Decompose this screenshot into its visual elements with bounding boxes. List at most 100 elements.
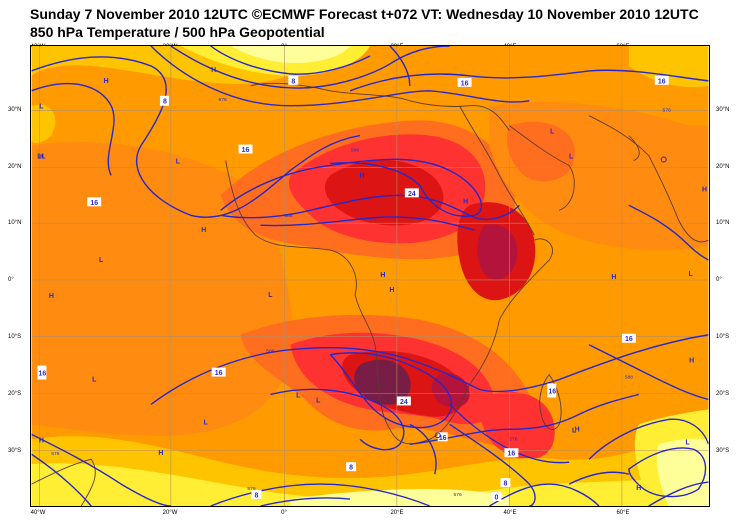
pressure-label-low: L (569, 154, 574, 161)
isotherm-label-text: 16 (658, 78, 666, 85)
isotherm-label-2: 8 (288, 75, 299, 85)
temp-field-horn-hottest (477, 224, 518, 280)
isotherm-label-1: 16 (457, 77, 472, 87)
pressure-labels: H H H H H H H H H H H H H H H H L L L L … (37, 67, 707, 492)
contour-value-label: 588 (266, 349, 275, 355)
temp-field-south-hottest (431, 373, 470, 408)
isotherm-label-text: 16 (90, 200, 98, 207)
lat-tick-left-0: 0° (8, 277, 14, 283)
isotherm-label-9: 16 (37, 365, 46, 380)
temp-field-south-cool (31, 463, 709, 506)
temp-field-south-coldest (290, 489, 510, 506)
isotherm-label-text: 8 (503, 481, 507, 488)
isotherm-label-text: 16 (242, 147, 250, 154)
pressure-label-low: L (92, 377, 97, 384)
isotherm-label-text: 16 (215, 370, 223, 377)
pressure-label-low: L (685, 439, 690, 446)
contour-value-label: 576 (663, 108, 672, 114)
pressure-label-high: H (702, 186, 707, 193)
chart-title: Sunday 7 November 2010 12UTC ©ECMWF Fore… (30, 6, 699, 22)
pressure-label-low: L (204, 419, 209, 426)
center-markers (434, 156, 667, 439)
lat-tick-right-0: 0° (716, 277, 722, 283)
isotherm-label-text: 16 (461, 80, 469, 87)
isotherm-label-11: 24 (396, 396, 411, 406)
temp-field-atlantic-warm (31, 141, 293, 436)
isotherm-label-15: 8 (500, 478, 511, 488)
pressure-label-high: H (211, 67, 216, 74)
lat-tick-left-10s: 10°S (8, 334, 22, 340)
pressure-label-high: H (463, 198, 468, 205)
center-marker (660, 156, 667, 163)
isotherm-label-3: 16 (654, 75, 669, 85)
lon-tick-bottom-20w: 20°W (162, 510, 178, 516)
isotherm-label-text: 0 (495, 495, 499, 502)
pressure-label-high: H (380, 272, 385, 279)
contour-value-label: 576 (218, 97, 227, 103)
pressure-label-high: H (104, 78, 109, 85)
lat-tick-left-10n: 10°N (8, 220, 22, 226)
contour-value-label: 576 (453, 492, 462, 498)
pressure-label-low: L (41, 154, 46, 161)
temp-field-sahara-hotter (324, 159, 444, 226)
lon-tick-bottom-40w: 40°W (30, 510, 46, 516)
pressure-label-low: L (268, 292, 273, 299)
temp-field-atlantic-mild (31, 104, 56, 143)
lat-tick-left-30n: 30°N (8, 107, 22, 113)
isotherm-label-5: 16 (87, 197, 102, 207)
temp-field-indian-coldest (656, 438, 709, 506)
pressure-label-low: L (99, 257, 104, 264)
pressure-label-low: L (550, 129, 555, 136)
isotherm-label-7: 16 (621, 333, 636, 343)
isotherm-label-12: 16 (504, 448, 519, 458)
lat-tick-left-30s: 30°S (8, 448, 22, 454)
isotherm-label-18: 8 (159, 95, 169, 106)
lat-tick-right-10n: 10°N (716, 220, 730, 226)
isotherm-label-13: 16 (437, 432, 448, 442)
lat-tick-right-30s: 30°S (716, 448, 730, 454)
pressure-label-low: L (176, 158, 181, 165)
pressure-label-low: L (37, 154, 42, 161)
isotherm-label-17: 0 (491, 492, 502, 502)
graticule (31, 46, 709, 506)
lon-tick-bottom-20e: 20°E (390, 510, 404, 516)
isotherm-label-4: 16 (238, 144, 253, 154)
contour-value-labels: 576 588 588 576 576 576 588 588 576 576 (51, 97, 671, 498)
isotherm-label-text: 24 (408, 191, 416, 198)
coastlines (31, 82, 709, 506)
pressure-label-high: H (360, 172, 365, 179)
temp-field-mozambique-hot (480, 391, 555, 460)
lon-tick-bottom-0: 0° (281, 510, 287, 516)
temp-field-asia-mild (628, 46, 709, 88)
contour-value-label: 576 (247, 486, 256, 492)
isotherm-label-14: 8 (346, 462, 357, 472)
chart-subtitle: 850 hPa Temperature / 500 hPa Geopotenti… (30, 24, 325, 40)
pressure-label-high: H (201, 227, 206, 234)
pressure-label-low: L (688, 271, 693, 278)
pressure-label-low: L (316, 397, 321, 404)
isotherm-label-text: 16 (439, 435, 447, 442)
lat-tick-right-10s: 10°S (716, 334, 730, 340)
lat-tick-right-20n: 20°N (716, 164, 730, 170)
center-marker (434, 432, 441, 439)
pressure-label-high: H (49, 293, 54, 300)
pressure-label-high: H (158, 450, 163, 457)
isotherm-label-text: 24 (400, 399, 408, 406)
isotherm-label-text: 8 (163, 98, 167, 105)
contour-value-label: 576 (509, 436, 518, 442)
isotherm-label-text: 16 (548, 388, 556, 395)
isotherm-label-10: 16 (547, 383, 556, 398)
pressure-label-high: H (689, 358, 694, 365)
isotherm-label-text: 16 (508, 451, 516, 458)
lon-tick-bottom-40e: 40°E (503, 510, 517, 516)
isotherm-label-16: 8 (251, 490, 262, 500)
pressure-label-high: H (611, 274, 616, 281)
pressure-label-high: H (575, 426, 580, 433)
weather-map: 16 8 16 16 16 24 16 16 16 16 24 16 16 8 … (30, 45, 710, 507)
pressure-label-high: H (39, 154, 44, 161)
geopotential-contours (31, 46, 709, 506)
temp-field-north-coldest (230, 46, 351, 64)
lon-tick-bottom-60e: 60°E (616, 510, 630, 516)
isotherm-labels: 16 8 16 16 16 24 16 16 16 16 24 16 16 8 … (37, 75, 669, 502)
isotherm-label-text: 8 (291, 78, 295, 85)
